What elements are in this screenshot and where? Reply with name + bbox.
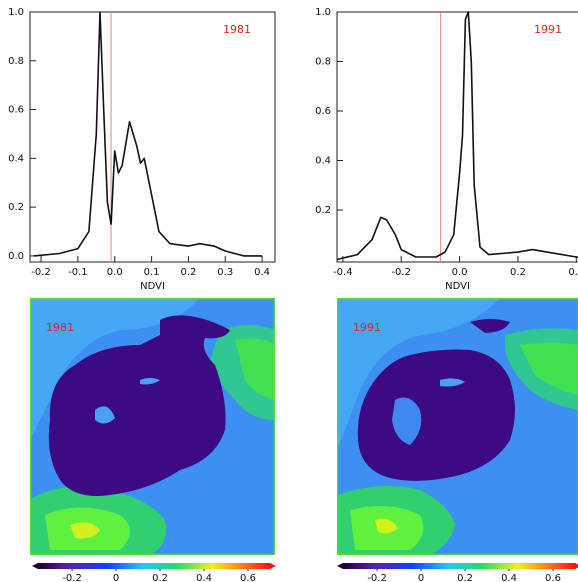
- colorbar-tick-label: 0.2: [457, 573, 473, 582]
- colorbar-tick-label: -0.2: [367, 573, 387, 582]
- map-1991: [337, 298, 578, 555]
- year-label: 1981: [223, 23, 251, 36]
- plot-frame: [29, 11, 276, 263]
- x-tick-label: 0.1: [144, 267, 160, 278]
- x-axis-label: NDVI: [445, 281, 470, 292]
- x-tick-label: 0.2: [510, 267, 526, 278]
- colorbar-tick-label: 0.4: [501, 573, 517, 582]
- y-tick-label: 0.6: [315, 106, 331, 117]
- y-tick-label: 0.2: [8, 202, 24, 213]
- colorbar-arrow-right: [270, 563, 276, 569]
- x-axis-label: NDVI: [140, 281, 165, 292]
- colorbar-tick-label: 0.6: [545, 573, 561, 582]
- y-tick-label: 0.0: [8, 251, 24, 262]
- plot-frame: [336, 11, 578, 263]
- x-tick-label: 0.2: [180, 267, 196, 278]
- colorbar-tick-label: 0.6: [240, 573, 256, 582]
- y-tick-label: 0.8: [8, 56, 24, 67]
- x-tick-label: 0.4: [254, 267, 270, 278]
- colorbar-arrow-left: [337, 563, 343, 569]
- colorbar-arrow-right: [575, 563, 578, 569]
- map-year-label: 1981: [46, 321, 74, 334]
- colorbar-arrow-left: [32, 563, 38, 569]
- colorbar-tick-label: 0.2: [152, 573, 168, 582]
- x-tick-label: -0.2: [31, 267, 51, 278]
- map-year-label: 1991: [353, 321, 381, 334]
- colorbar-tick-label: 0: [113, 573, 119, 582]
- x-tick-label: 0.0: [107, 267, 123, 278]
- y-tick-label: 0.6: [8, 105, 24, 116]
- y-tick-label: 0.2: [315, 205, 331, 216]
- year-label: 1991: [534, 23, 562, 36]
- histogram-line: [33, 11, 263, 257]
- x-tick-label: 0.4: [568, 267, 578, 278]
- y-tick-label: 0.8: [315, 57, 331, 68]
- y-tick-label: 1.0: [8, 7, 24, 18]
- x-tick-label: -0.1: [68, 267, 88, 278]
- map-1981: [30, 298, 275, 555]
- histogram-line: [336, 11, 578, 261]
- colorbar-tick-label: 0.4: [196, 573, 212, 582]
- x-tick-label: -0.4: [333, 267, 353, 278]
- colorbar: [38, 563, 270, 569]
- y-tick-label: 0.4: [8, 153, 24, 164]
- colorbar-tick-label: -0.2: [62, 573, 82, 582]
- y-tick-label: 1.0: [315, 7, 331, 18]
- colorbar: [343, 563, 575, 569]
- x-tick-label: 0.0: [452, 267, 468, 278]
- x-tick-label: 0.3: [217, 267, 233, 278]
- x-tick-label: -0.2: [391, 267, 411, 278]
- y-tick-label: 0.4: [315, 156, 331, 167]
- colorbar-tick-label: 0: [418, 573, 424, 582]
